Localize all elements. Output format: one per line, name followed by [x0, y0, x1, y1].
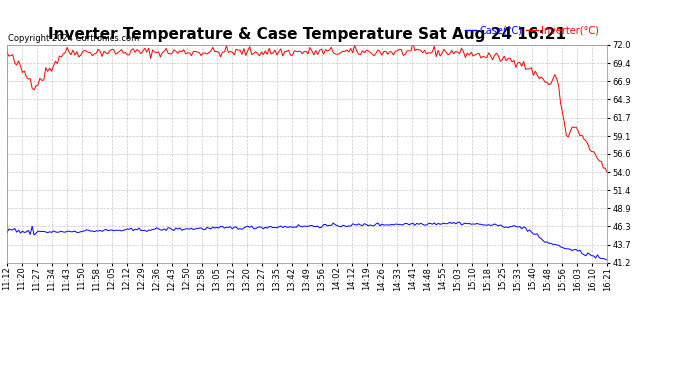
- Inverter(°C): [408, 40, 417, 45]
- Inverter(°C): [555, 83, 563, 88]
- Inverter(°C): [71, 53, 79, 57]
- Case(°C): [166, 226, 175, 231]
- Text: Copyright 2024 Curtronics.com: Copyright 2024 Curtronics.com: [8, 34, 139, 43]
- Line: Case(°C): Case(°C): [7, 222, 607, 260]
- Legend: Case(°C), Inverter(°C): Case(°C), Inverter(°C): [461, 22, 602, 39]
- Inverter(°C): [263, 52, 271, 57]
- Case(°C): [555, 243, 563, 248]
- Case(°C): [3, 231, 11, 235]
- Inverter(°C): [166, 52, 175, 56]
- Case(°C): [455, 220, 464, 224]
- Line: Inverter(°C): Inverter(°C): [7, 42, 607, 172]
- Title: Inverter Temperature & Case Temperature Sat Aug 24 16:21: Inverter Temperature & Case Temperature …: [48, 27, 566, 42]
- Case(°C): [71, 229, 79, 233]
- Case(°C): [288, 225, 297, 230]
- Case(°C): [191, 226, 199, 231]
- Inverter(°C): [603, 170, 611, 175]
- Inverter(°C): [288, 53, 297, 58]
- Case(°C): [263, 226, 271, 230]
- Inverter(°C): [3, 50, 11, 54]
- Case(°C): [603, 258, 611, 262]
- Inverter(°C): [191, 49, 199, 54]
